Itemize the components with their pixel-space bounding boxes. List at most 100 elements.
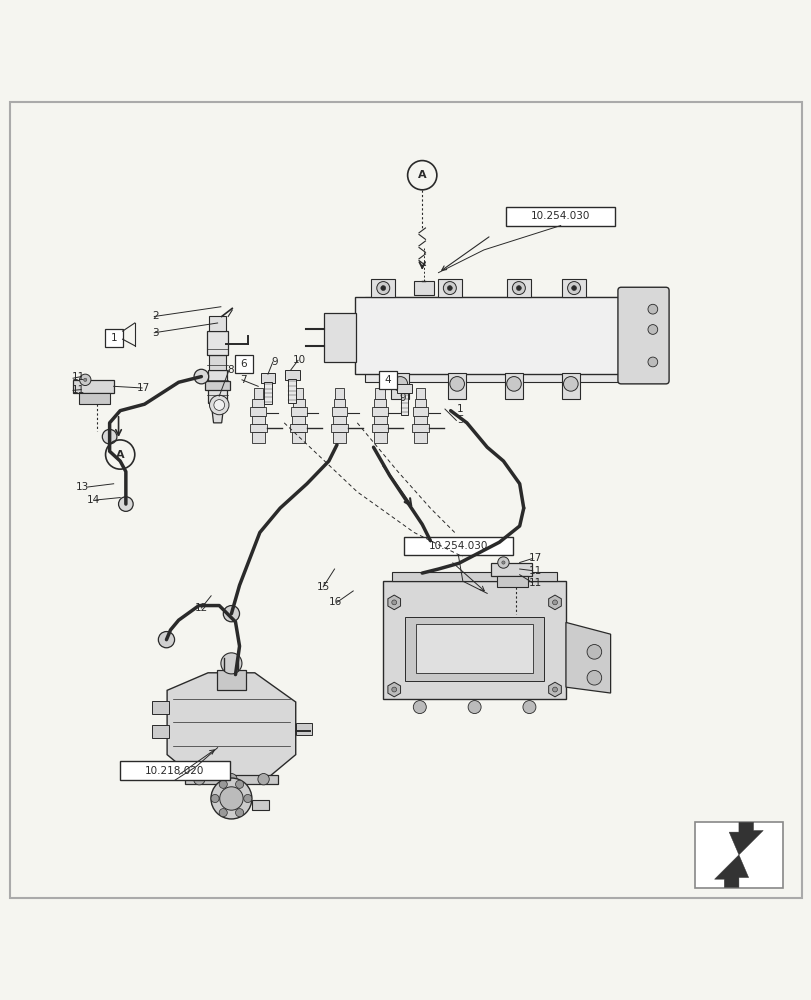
Bar [73, 380, 114, 393]
Bar [294, 388, 303, 399]
Bar [251, 416, 264, 424]
Bar [292, 416, 305, 424]
Circle shape [102, 429, 117, 444]
Circle shape [118, 497, 133, 511]
Circle shape [235, 809, 243, 817]
Bar [415, 388, 425, 399]
Circle shape [243, 794, 251, 803]
Text: 12: 12 [195, 603, 208, 613]
Bar [354, 297, 620, 374]
Bar [250, 407, 266, 416]
Circle shape [258, 774, 269, 785]
Polygon shape [211, 403, 224, 423]
Circle shape [512, 282, 525, 295]
Circle shape [391, 600, 396, 605]
Text: 13: 13 [76, 482, 89, 492]
Bar [414, 416, 427, 424]
Circle shape [193, 774, 204, 785]
Bar [205, 381, 230, 390]
Text: 2: 2 [152, 311, 159, 321]
Bar [375, 388, 384, 399]
Text: 1: 1 [457, 404, 463, 414]
Polygon shape [714, 855, 748, 887]
Circle shape [221, 653, 242, 674]
Bar [414, 432, 427, 443]
Polygon shape [167, 673, 295, 784]
Bar [412, 424, 428, 432]
Bar [253, 388, 263, 399]
Circle shape [84, 378, 87, 381]
Text: 9: 9 [399, 393, 406, 403]
Text: 15: 15 [316, 582, 329, 592]
Bar [217, 670, 246, 690]
Bar [264, 382, 271, 404]
Bar [251, 432, 264, 443]
Text: A: A [418, 170, 426, 180]
Bar [290, 424, 307, 432]
FancyBboxPatch shape [617, 287, 668, 384]
Text: 10.254.030: 10.254.030 [428, 541, 487, 551]
Circle shape [467, 701, 480, 714]
Bar [437, 279, 461, 297]
Bar [207, 331, 228, 355]
Text: 4: 4 [384, 375, 391, 385]
Bar [415, 624, 532, 673]
Circle shape [380, 286, 385, 291]
Circle shape [567, 282, 580, 295]
Bar [392, 572, 556, 581]
Bar [373, 432, 386, 443]
Bar [496, 576, 527, 587]
Bar [561, 373, 579, 398]
Bar [414, 281, 433, 295]
Bar [401, 393, 407, 415]
Circle shape [447, 286, 452, 291]
Circle shape [413, 701, 426, 714]
Bar [209, 355, 225, 370]
Bar [208, 370, 227, 403]
Text: 11: 11 [72, 385, 85, 395]
Circle shape [571, 286, 576, 291]
Bar [288, 379, 296, 403]
Bar [260, 373, 275, 383]
Circle shape [586, 645, 601, 659]
Bar [234, 355, 252, 373]
Bar [293, 399, 304, 407]
Text: A: A [116, 450, 124, 460]
Polygon shape [728, 822, 762, 855]
Text: 10.254.030: 10.254.030 [530, 211, 590, 221]
Circle shape [158, 632, 174, 648]
Bar [371, 407, 388, 416]
Text: 10: 10 [293, 355, 306, 365]
Circle shape [647, 357, 657, 367]
Bar [152, 725, 169, 738]
Bar [391, 373, 409, 398]
Circle shape [449, 377, 464, 391]
Circle shape [235, 780, 243, 788]
Bar [405, 617, 543, 681]
Bar [105, 329, 122, 347]
Circle shape [443, 282, 456, 295]
Polygon shape [388, 682, 400, 697]
Bar [371, 424, 388, 432]
Bar [334, 388, 344, 399]
Text: 11: 11 [528, 566, 541, 576]
Bar [184, 775, 278, 784]
Circle shape [209, 395, 229, 415]
Circle shape [213, 400, 225, 410]
Bar [397, 384, 411, 393]
Text: 17: 17 [528, 553, 541, 563]
Circle shape [391, 687, 396, 692]
Circle shape [497, 557, 508, 568]
Circle shape [551, 687, 556, 692]
Circle shape [219, 780, 227, 788]
Text: 14: 14 [87, 495, 100, 505]
Circle shape [194, 369, 208, 384]
Bar [333, 416, 345, 424]
Bar [292, 432, 305, 443]
Bar [448, 373, 466, 398]
Bar [251, 800, 269, 810]
Bar [152, 701, 169, 714]
Bar [333, 399, 345, 407]
Bar [364, 297, 632, 382]
Circle shape [393, 377, 407, 391]
